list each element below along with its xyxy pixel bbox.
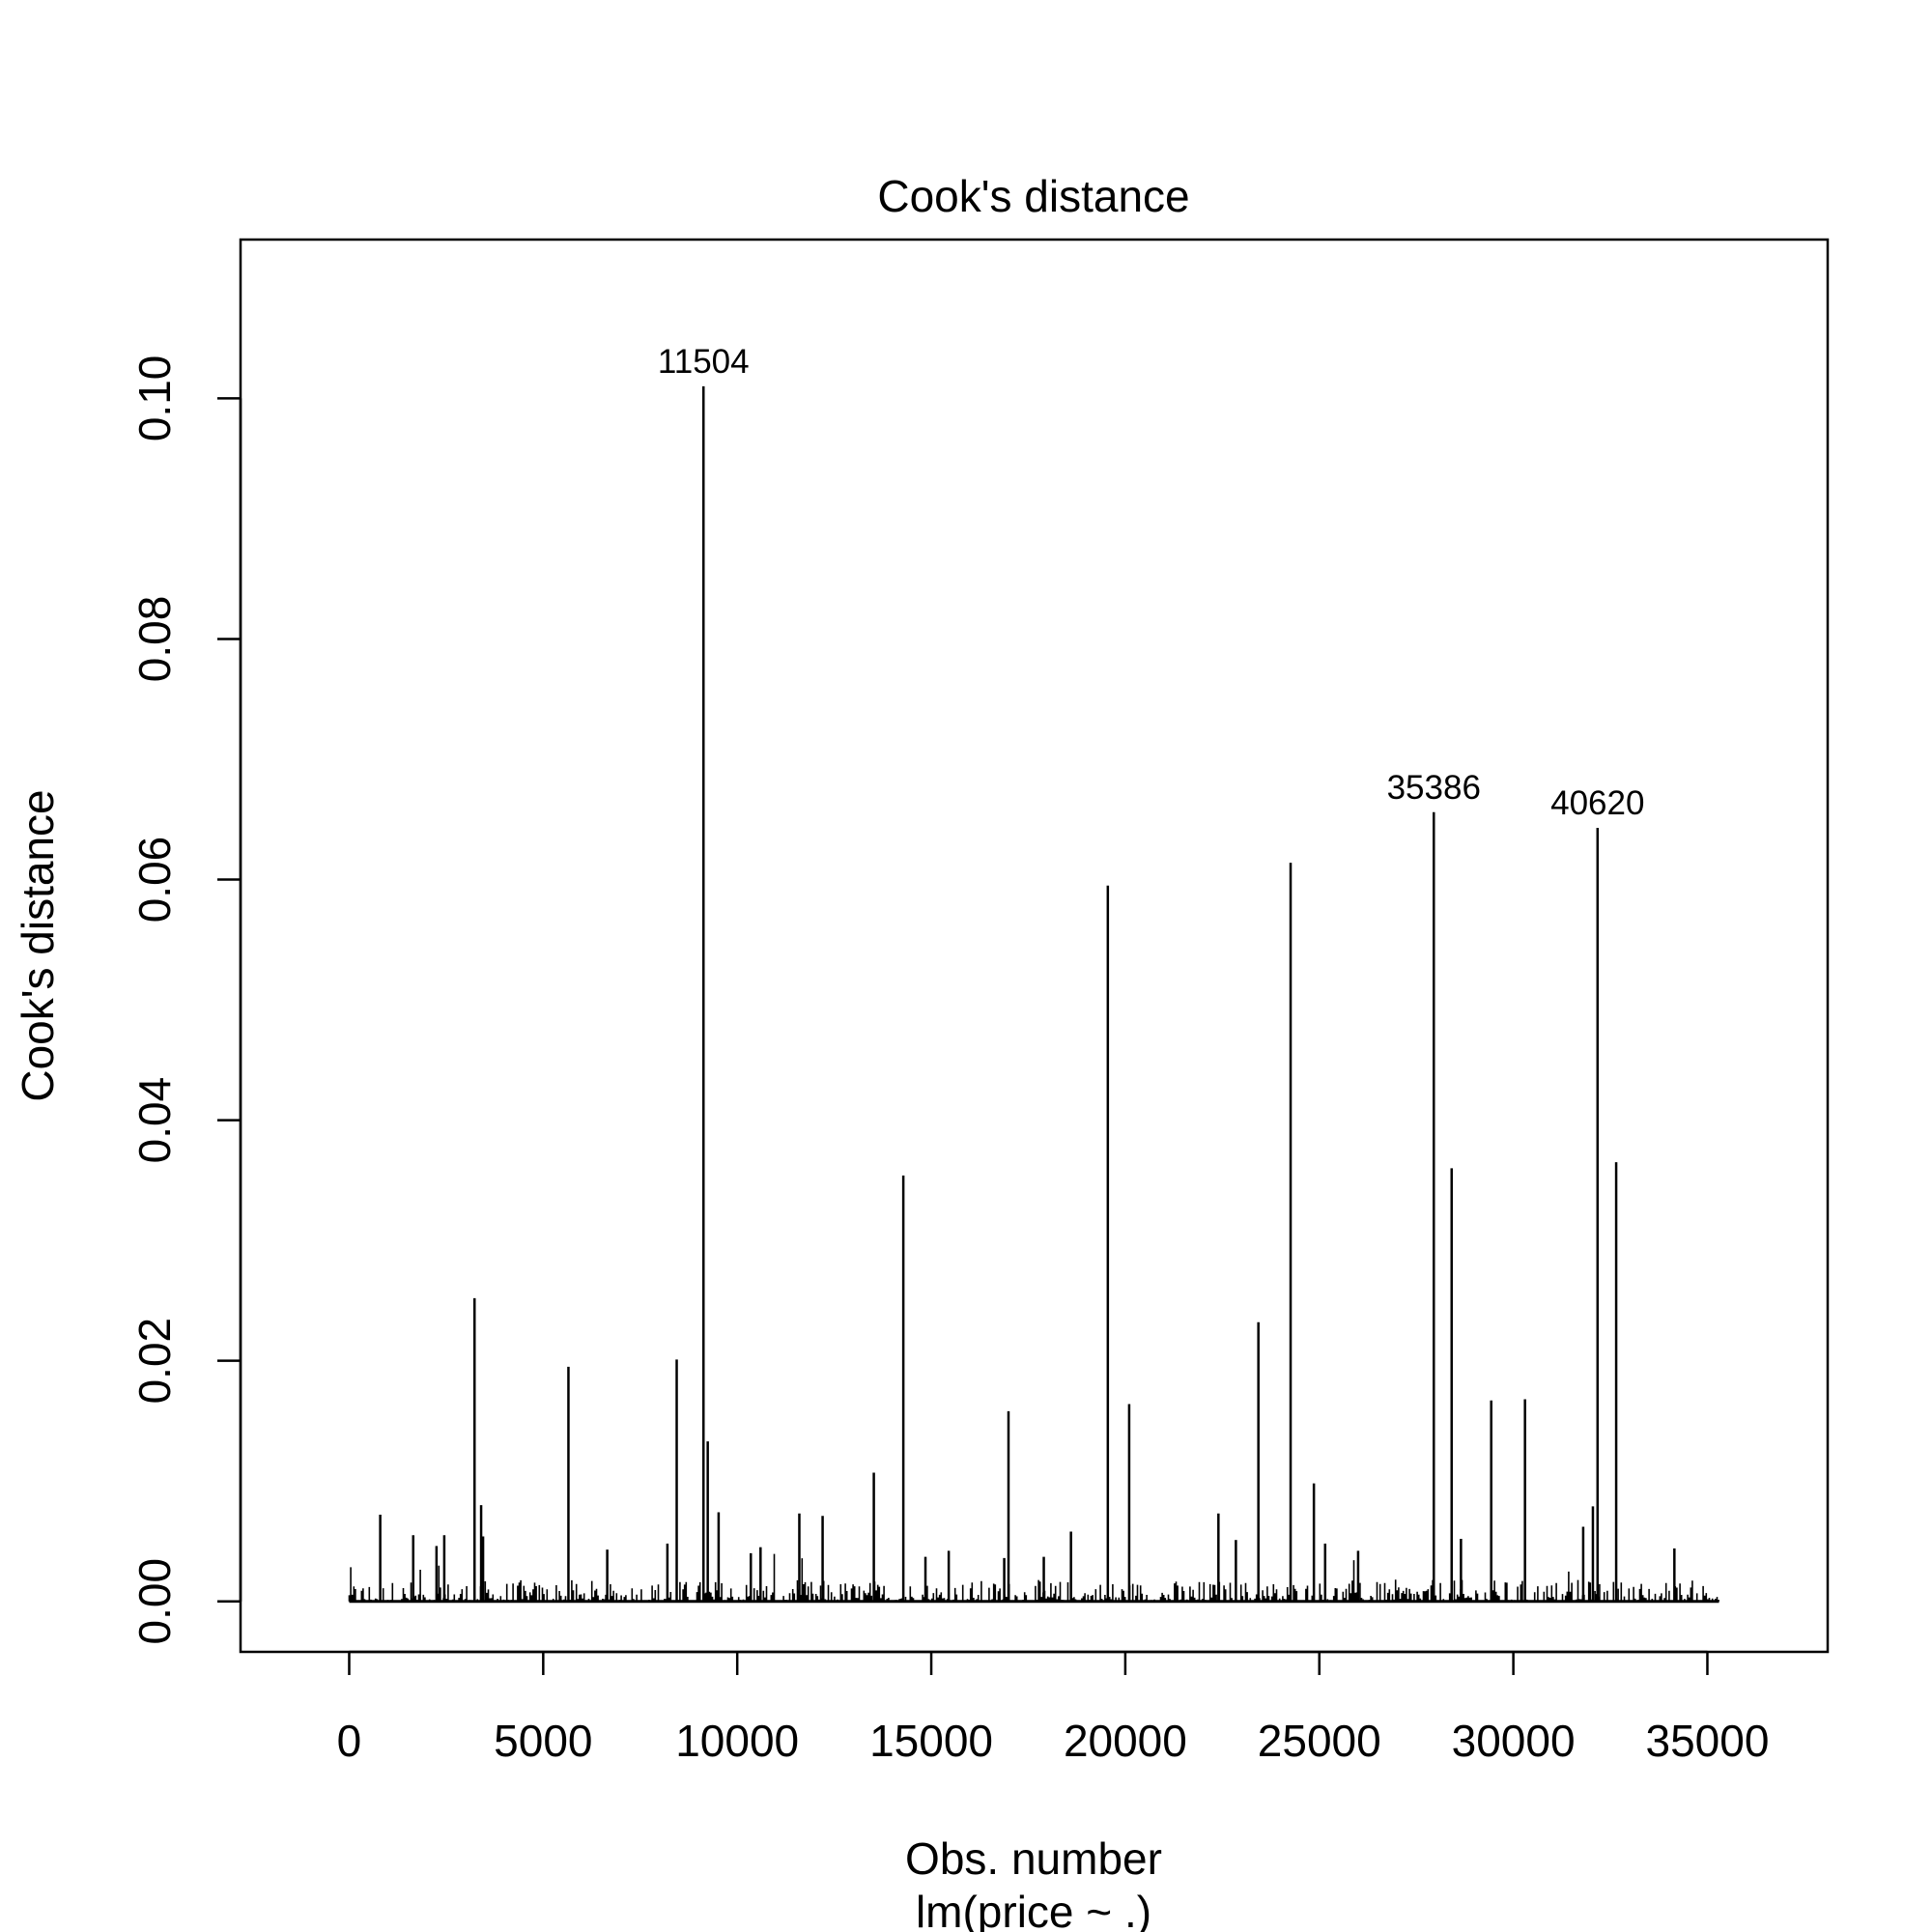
x-tick-label: 20000 [1064,1716,1187,1766]
x-tick-label: 35000 [1646,1716,1770,1766]
x-axis: 0 5000 10000 15000 20000 25000 30000 35000 [337,1650,1770,1766]
y-tick-label: 0.08 [129,596,180,683]
x-axis-label: Obs. number [905,1833,1162,1884]
point-labels: 11504 35386 40620 [658,343,1645,822]
x-tick-label: 5000 [494,1716,592,1766]
y-tick-label: 0.00 [129,1558,180,1645]
point-label: 11504 [658,343,750,381]
chart-title: Cook's distance [877,171,1189,221]
spike-series [379,385,1676,1602]
x-tick-label: 0 [337,1716,362,1766]
x-tick-label: 10000 [675,1716,799,1766]
baseline-noise-marks [348,1553,1719,1602]
x-tick-label: 15000 [869,1716,993,1766]
baseline-noise [348,1553,1719,1604]
y-tick-label: 0.02 [129,1318,180,1405]
x-tick-label: 25000 [1258,1716,1381,1766]
x-axis-sublabel: lm(price ~ .) [916,1887,1151,1932]
x-tick-label: 30000 [1452,1716,1576,1766]
plot-area-frame [239,238,1830,1654]
y-tick-label: 0.04 [129,1077,180,1164]
y-tick-label: 0.10 [129,355,180,442]
y-axis-label: Cook's distance [13,789,63,1101]
point-label: 40620 [1550,784,1644,822]
y-tick-label: 0.06 [129,837,180,923]
point-label: 35386 [1387,769,1481,807]
y-axis: 0.00 0.02 0.04 0.06 0.08 0.10 [129,355,242,1645]
